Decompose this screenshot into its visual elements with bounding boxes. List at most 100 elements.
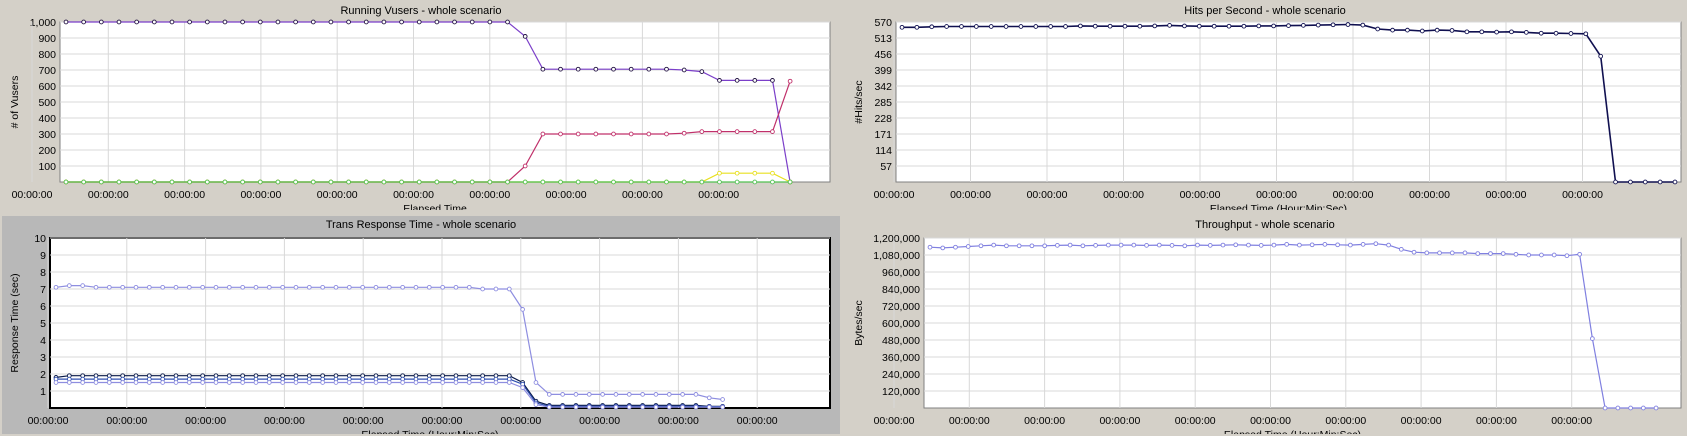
y-tick-label: 1,000 <box>30 17 56 29</box>
x-tick-label: 00:00:00 <box>469 189 510 201</box>
data-point <box>1196 23 1202 29</box>
data-point <box>1360 22 1366 28</box>
data-point <box>1241 23 1247 29</box>
data-point <box>1048 24 1054 29</box>
data-point <box>240 284 245 290</box>
data-point <box>213 380 219 385</box>
data-point <box>1078 23 1083 29</box>
data-point <box>1500 251 1506 256</box>
data-point <box>734 78 740 83</box>
data-point <box>1657 179 1663 185</box>
series-line <box>66 21 791 183</box>
data-point <box>699 129 705 134</box>
data-point <box>66 380 72 385</box>
response-panel[interactable]: Trans Response Time - whole scenario 10 9 8… <box>2 216 840 434</box>
data-point <box>899 24 905 30</box>
data-point <box>106 284 112 290</box>
y-tick-label: 9 <box>40 250 46 262</box>
data-point <box>1105 242 1111 248</box>
y-tick-label: 400 <box>38 113 56 125</box>
data-point <box>186 380 192 385</box>
data-point <box>611 179 616 185</box>
chart-title: Throughput - whole scenario <box>1195 219 1334 231</box>
data-point <box>699 179 705 185</box>
data-point <box>1360 242 1366 247</box>
data-point <box>1538 30 1544 36</box>
data-point <box>734 129 740 134</box>
data-point <box>133 284 139 290</box>
data-point <box>520 385 525 390</box>
data-point <box>1577 251 1582 257</box>
data-point <box>1672 179 1678 185</box>
data-point <box>1182 243 1188 249</box>
data-point <box>416 179 422 185</box>
throughput-chart: Throughput - whole scenario 1,200,000 1,08… <box>853 219 1682 434</box>
data-point <box>1144 243 1149 248</box>
data-point <box>1286 23 1291 28</box>
y-tick-label: 240,000 <box>882 369 920 381</box>
data-point <box>540 66 546 72</box>
data-point <box>63 19 69 25</box>
y-axis-label: Response Time (sec) <box>9 273 21 372</box>
y-tick-label: 120,000 <box>882 386 920 398</box>
data-point <box>399 179 404 185</box>
chart-title: Trans Response Time - whole scenario <box>326 219 516 231</box>
y-tick-label: 171 <box>874 129 892 141</box>
vusers-panel[interactable]: Running Vusers - whole scenario 1,000 900 8… <box>2 2 840 210</box>
x-axis-label: Elapsed Time (Hour:Min:Sec) <box>1224 429 1361 434</box>
data-point <box>540 179 546 185</box>
data-point <box>186 284 192 290</box>
hits-panel[interactable]: Hits per Second - whole scenario 570 513 45… <box>846 2 1685 210</box>
data-point <box>640 392 645 397</box>
data-point <box>1386 242 1391 248</box>
x-tick-label: 00:00:00 <box>1401 415 1442 427</box>
data-point <box>1033 24 1039 29</box>
x-tick-label: 00:00:00 <box>1175 415 1216 427</box>
data-point <box>320 284 325 290</box>
y-tick-label: 900 <box>38 33 56 45</box>
data-point <box>275 19 281 25</box>
data-point <box>706 395 712 401</box>
data-point <box>213 284 219 290</box>
data-point <box>120 284 126 290</box>
x-tick-label: 00:00:00 <box>1027 189 1068 201</box>
throughput-panel[interactable]: Throughput - whole scenario 1,200,000 1,08… <box>846 216 1685 434</box>
x-tick-label: 00:00:00 <box>950 189 991 201</box>
data-point <box>1003 24 1009 29</box>
y-tick-label: 6 <box>40 301 46 313</box>
data-point <box>333 284 339 290</box>
data-point <box>1613 179 1618 185</box>
data-point <box>1246 242 1251 248</box>
data-point <box>310 19 316 25</box>
y-tick-label: 300 <box>38 129 56 141</box>
data-point <box>965 244 971 249</box>
x-tick-label: 00:00:00 <box>1250 415 1291 427</box>
y-tick-label: 3 <box>40 352 46 364</box>
data-point <box>611 66 616 72</box>
data-point <box>487 179 493 185</box>
x-tick-label: 00:00:00 <box>1486 189 1527 201</box>
x-tick-label: 00:00:00 <box>500 415 541 427</box>
data-point <box>770 78 775 83</box>
x-tick-label: 00:00:00 <box>185 415 226 427</box>
data-point <box>1523 30 1529 35</box>
data-point <box>666 404 672 410</box>
x-tick-label: 00:00:00 <box>1409 189 1450 201</box>
data-point <box>257 19 263 25</box>
x-tick-label: 00:00:00 <box>1333 189 1374 201</box>
data-point <box>151 179 157 185</box>
data-point <box>386 284 392 290</box>
y-tick-label: 513 <box>874 33 892 45</box>
x-tick-label: 00:00:00 <box>1024 415 1065 427</box>
data-point <box>360 284 365 290</box>
data-point <box>628 179 634 185</box>
data-point <box>106 380 112 385</box>
data-point <box>453 380 459 385</box>
data-point <box>1122 23 1128 29</box>
data-point <box>506 286 512 292</box>
data-point <box>681 67 687 73</box>
data-point <box>991 242 997 248</box>
data-point <box>973 24 979 29</box>
data-point <box>328 19 334 25</box>
data-point <box>953 244 958 250</box>
